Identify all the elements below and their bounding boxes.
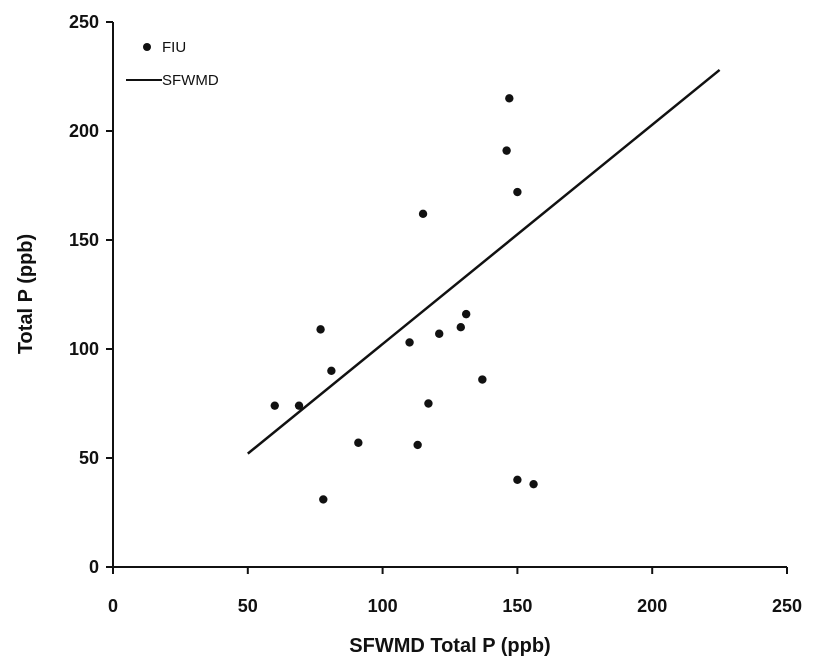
sfwmd-regression-line [247, 68, 721, 455]
fiu-data-point [418, 209, 428, 219]
fiu-data-point [502, 146, 511, 155]
legend-label-fiu: FIU [162, 39, 186, 56]
legend: FIU SFWMD [126, 39, 219, 89]
fiu-data-point [270, 401, 279, 410]
x-tick-label: 100 [368, 596, 398, 616]
y-tick-label: 150 [69, 230, 99, 250]
fiu-data-point [327, 366, 336, 375]
fiu-data-point [405, 338, 414, 347]
fiu-data-point [294, 401, 304, 410]
y-tick-label: 50 [79, 448, 99, 468]
x-tick-label: 150 [502, 596, 532, 616]
regression-line-layer [247, 68, 721, 455]
legend-marker-fiu [143, 43, 151, 51]
fiu-data-point [424, 399, 433, 408]
fiu-data-point [505, 94, 514, 103]
data-points-layer [270, 94, 538, 504]
y-tick-label: 250 [69, 12, 99, 32]
x-tick-label: 250 [772, 596, 802, 616]
y-axis-title: Total P (ppb) [15, 234, 37, 354]
fiu-data-point [354, 438, 363, 447]
fiu-data-point [461, 309, 471, 319]
x-axis-ticks: 0 50 100 150 200 250 [108, 567, 802, 616]
x-tick-label: 200 [637, 596, 667, 616]
y-axis-ticks: 0 50 100 150 200 250 [69, 12, 113, 577]
y-tick-label: 0 [89, 557, 99, 577]
fiu-data-point [478, 375, 487, 384]
fiu-data-point [316, 325, 325, 334]
axes [112, 22, 787, 568]
legend-label-sfwmd: SFWMD [162, 72, 219, 89]
x-tick-label: 0 [108, 596, 118, 616]
fiu-data-point [513, 187, 522, 197]
fiu-data-point [319, 495, 328, 504]
y-tick-label: 100 [69, 339, 99, 359]
fiu-data-point [456, 323, 465, 332]
fiu-data-point [435, 329, 444, 338]
y-tick-label: 200 [69, 121, 99, 141]
fiu-data-point [413, 440, 422, 450]
x-tick-label: 50 [238, 596, 258, 616]
x-axis-title: SFWMD Total P (ppb) [349, 635, 550, 657]
fiu-data-point [513, 475, 522, 484]
fiu-data-point [529, 479, 538, 489]
